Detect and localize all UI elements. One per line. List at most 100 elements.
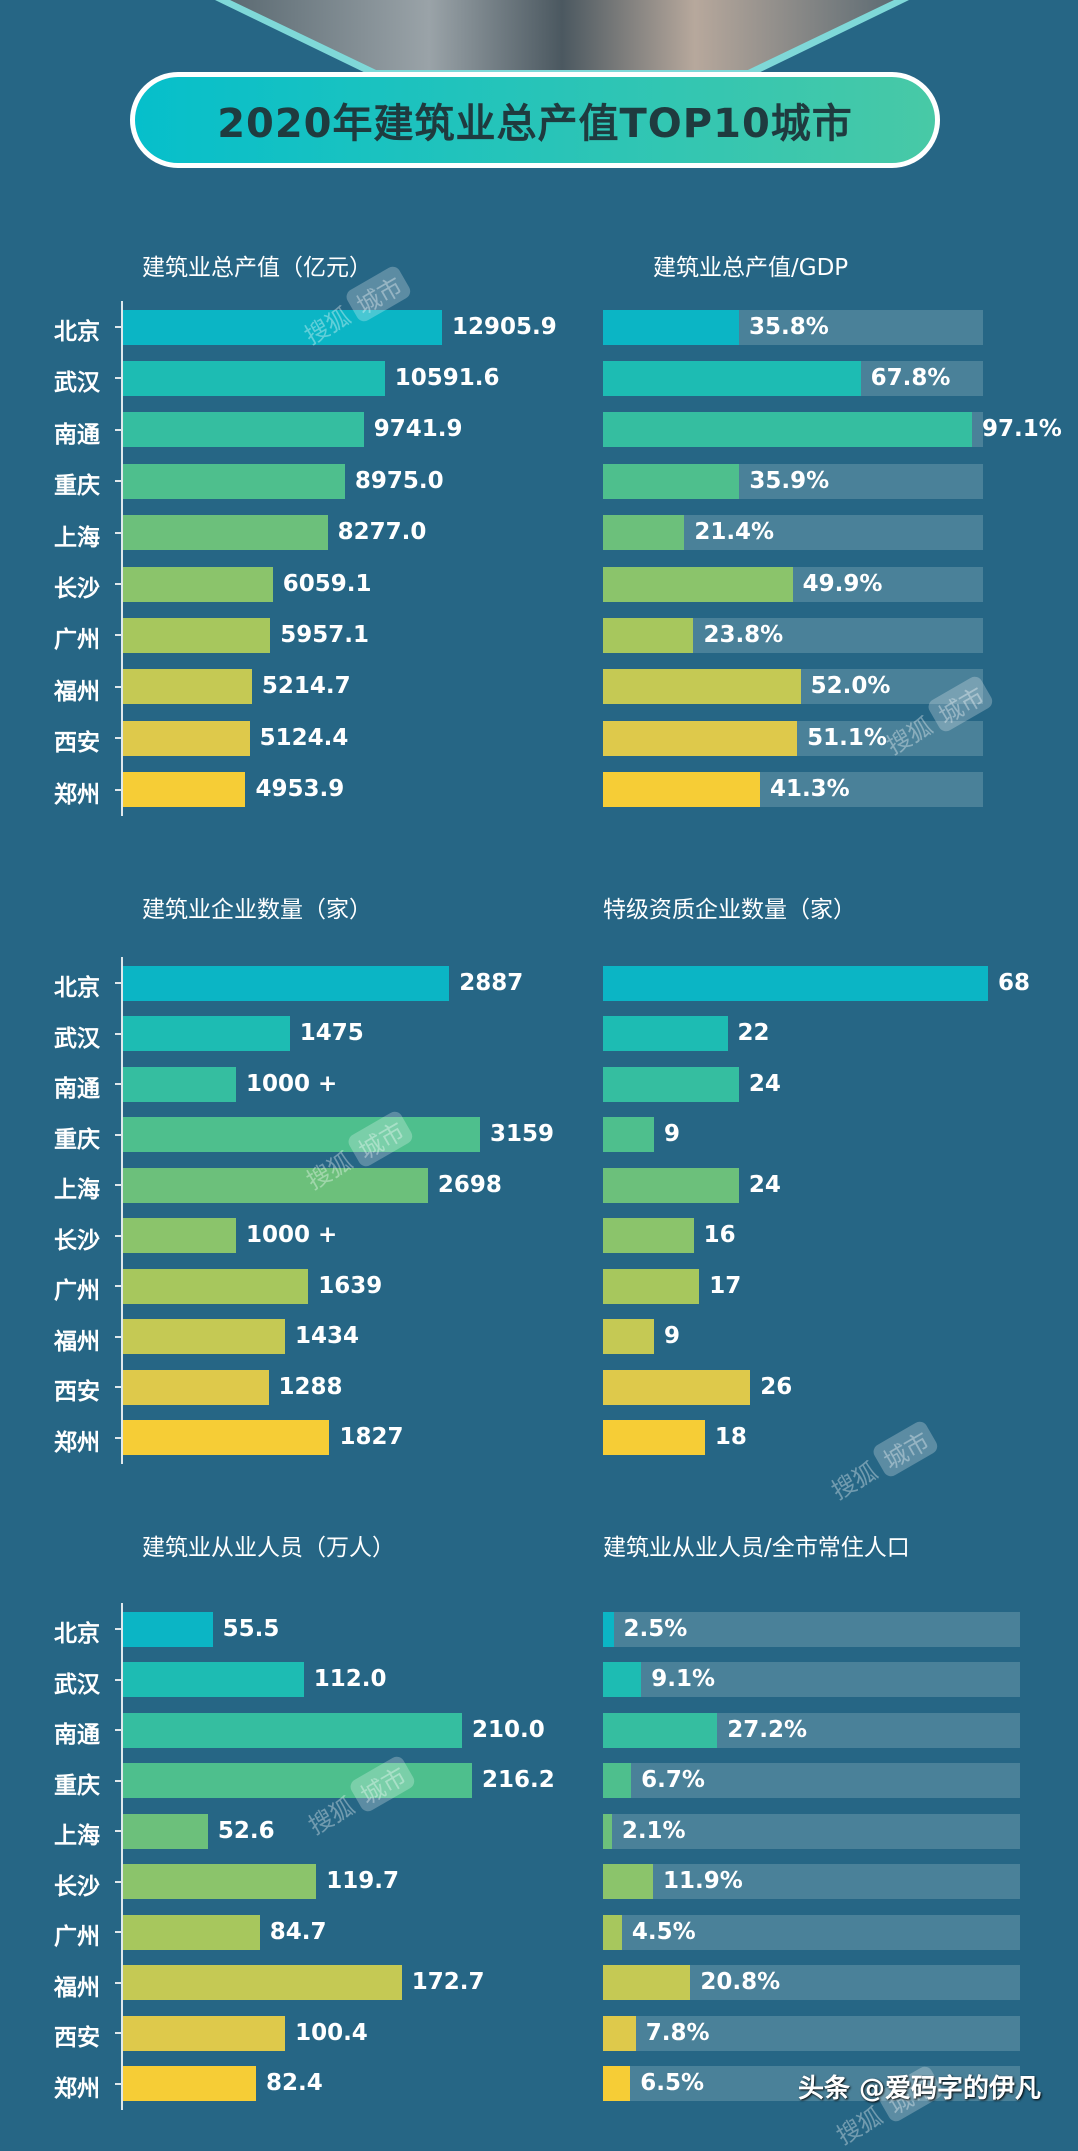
data-label: 35.9% <box>749 467 830 494</box>
data-label: 1000 + <box>246 1070 338 1097</box>
bar <box>123 1914 260 1950</box>
axis-tick <box>115 1285 123 1287</box>
footer-attribution: 头条 @爱码字的伊凡 <box>798 2074 1042 2104</box>
bar <box>123 1965 402 2000</box>
category-label: 北京 <box>54 319 100 345</box>
bar <box>123 1662 304 1697</box>
bar <box>123 1319 286 1354</box>
bar <box>603 1712 718 1748</box>
bar <box>603 1369 751 1405</box>
bar <box>123 1117 480 1152</box>
axis-tick <box>115 2082 123 2085</box>
category-label: 福州 <box>54 678 100 705</box>
axis-tick <box>115 1133 123 1136</box>
bar <box>603 463 740 499</box>
bar <box>123 669 252 705</box>
bar <box>603 1662 642 1697</box>
bar <box>123 1813 208 1849</box>
data-label: 1288 <box>278 1373 343 1400</box>
bar <box>603 1319 654 1354</box>
category-label: 武汉 <box>54 1025 100 1052</box>
bar <box>123 617 271 653</box>
data-label: 4953.9 <box>255 776 345 803</box>
bar <box>123 772 246 808</box>
data-label: 210.0 <box>471 1716 545 1743</box>
bar-track <box>603 2066 1020 2101</box>
bar <box>603 1965 691 2000</box>
bar <box>123 1167 428 1203</box>
data-label: 55.5 <box>222 1615 280 1642</box>
category-label: 郑州 <box>54 781 100 808</box>
bar <box>603 1016 728 1051</box>
data-label: 22 <box>737 1020 770 1046</box>
axis-tick <box>115 1931 123 1933</box>
data-label: 49.9% <box>802 570 883 597</box>
bar <box>123 463 345 499</box>
data-label: 2.5% <box>623 1615 688 1642</box>
data-label: 41.3% <box>769 776 850 803</box>
bar <box>603 669 801 705</box>
category-label: 西安 <box>54 730 100 757</box>
category-label: 南通 <box>54 421 100 448</box>
bar <box>123 1611 213 1647</box>
bar <box>603 720 798 756</box>
category-label: 上海 <box>54 1823 100 1849</box>
data-label: 9741.9 <box>373 416 463 443</box>
axis-line <box>121 301 123 816</box>
data-label: 1475 <box>299 1020 364 1046</box>
bar <box>123 1268 309 1304</box>
data-label: 1000 + <box>246 1222 338 1248</box>
data-label: 216.2 <box>482 1767 555 1793</box>
bar <box>603 772 760 808</box>
bar <box>603 1268 700 1304</box>
bar <box>603 1763 632 1798</box>
chart-title: 建筑业总产值/GDP <box>653 255 849 281</box>
data-label: 35.8% <box>749 313 829 340</box>
axis-tick <box>115 531 123 534</box>
axis-tick <box>115 1981 123 1984</box>
axis-line <box>121 1603 123 2110</box>
data-label: 1827 <box>339 1424 404 1450</box>
bar <box>123 309 442 345</box>
data-label: 21.4% <box>694 519 775 546</box>
bar <box>123 965 450 1001</box>
data-label: 1434 <box>295 1323 360 1349</box>
axis-tick <box>115 428 123 431</box>
bar <box>123 1016 290 1051</box>
bar <box>123 1218 236 1253</box>
axis-tick <box>115 1779 123 1782</box>
data-label: 67.8% <box>870 364 951 391</box>
axis-tick <box>115 1678 123 1681</box>
bar <box>123 1420 330 1455</box>
data-label: 2698 <box>437 1171 502 1198</box>
bar <box>123 566 273 602</box>
category-label: 广州 <box>54 627 100 654</box>
data-label: 6.7% <box>641 1767 705 1793</box>
bar-track <box>603 1864 1020 1899</box>
data-label: 119.7 <box>326 1868 399 1894</box>
category-label: 重庆 <box>54 1126 100 1153</box>
bar <box>603 1611 614 1647</box>
bar-track <box>603 1662 1020 1697</box>
chart-title: 建筑业企业数量（家） <box>142 897 372 923</box>
bar <box>603 1117 654 1152</box>
category-label: 上海 <box>54 1177 100 1203</box>
bar <box>603 360 861 396</box>
category-label: 广州 <box>54 1278 100 1304</box>
axis-tick <box>115 1032 123 1035</box>
category-label: 郑州 <box>54 2075 100 2102</box>
axis-tick <box>115 1234 123 1237</box>
bar <box>603 1813 612 1849</box>
data-label: 16 <box>703 1222 736 1248</box>
bar <box>123 1763 472 1798</box>
data-label: 51.1% <box>807 724 887 751</box>
bar <box>123 1066 236 1102</box>
axis-tick <box>115 982 123 984</box>
category-label: 长沙 <box>54 1873 100 1900</box>
bar <box>603 2066 631 2101</box>
category-label: 南通 <box>54 1076 100 1102</box>
data-label: 5124.4 <box>259 724 349 751</box>
bar-track <box>603 1611 1020 1647</box>
axis-tick <box>115 788 123 791</box>
watermark: 搜狐城市 <box>824 1418 941 1506</box>
